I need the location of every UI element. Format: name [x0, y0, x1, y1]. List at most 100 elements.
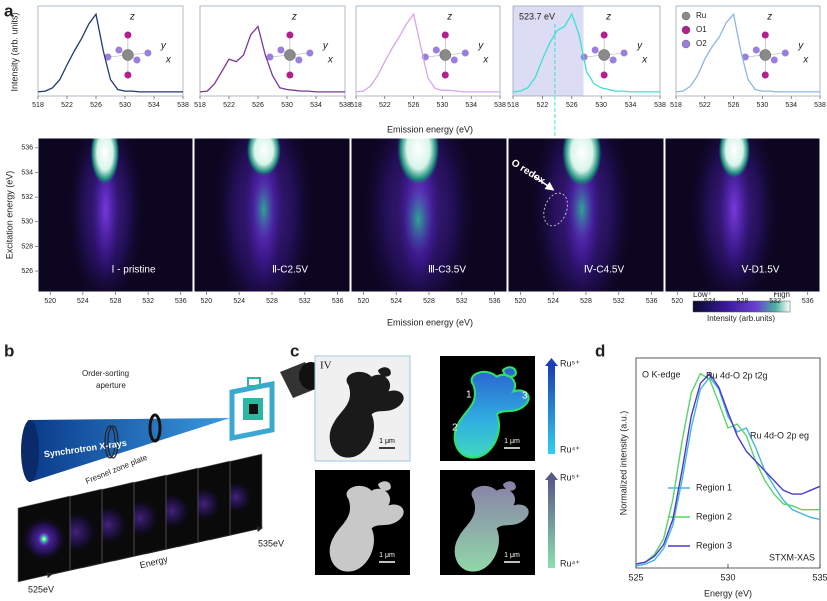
structure-icon: z yx [104, 12, 172, 79]
atom [284, 49, 296, 61]
atom [461, 49, 469, 57]
atom [277, 46, 285, 54]
y-tick-label: 532 [21, 194, 33, 201]
region-label: 1 [466, 390, 472, 401]
x-tick-label: 525 [628, 572, 643, 582]
colorbar-label: Intensity (arb.units) [707, 314, 775, 323]
x-tick-label: 522 [379, 102, 391, 109]
x-tick-label: 532 [142, 298, 154, 305]
x-tick-label: 538 [339, 102, 351, 109]
x-tick-label: 526 [90, 102, 102, 109]
panel-label: d [595, 341, 605, 360]
spectrum-line [512, 12, 660, 93]
x-tick-label: 536 [802, 298, 814, 305]
particle [454, 481, 529, 572]
axis-letter: x [165, 55, 172, 66]
method-label: STXM-XAS [769, 552, 815, 562]
atom [266, 53, 274, 61]
colorbar-bottom: Ru⁴⁺ [560, 558, 580, 568]
axis-letter: y [636, 41, 643, 52]
atom [124, 31, 132, 39]
stxm-setup [21, 362, 323, 482]
atom [598, 49, 610, 61]
x-tick-label: 536 [332, 298, 344, 305]
marker-label: 523.7 eV [519, 11, 555, 21]
axis-letter: z [766, 12, 772, 23]
atom [115, 46, 123, 54]
x-tick-label: 528 [737, 298, 749, 305]
map-spot [569, 177, 595, 242]
axis-letter: y [160, 41, 167, 52]
particle [329, 481, 404, 572]
legend-label: O1 [696, 25, 707, 34]
structure-icon: z yx [580, 12, 648, 79]
x-tick-label: 518 [670, 102, 682, 109]
atom [770, 56, 778, 64]
atom [122, 49, 134, 61]
xas-line [635, 372, 821, 565]
colorbar [692, 300, 791, 313]
structure-icon: z yx [421, 12, 489, 79]
structure-icon: z yx [266, 12, 334, 79]
axis-letter: z [446, 12, 452, 23]
x-tick-label: 538 [814, 102, 826, 109]
atom [133, 56, 141, 64]
atom [620, 49, 628, 57]
x-tick-label: 518 [350, 102, 362, 109]
x-tick-label: 528 [110, 298, 122, 305]
legend-label: Region 1 [696, 482, 732, 492]
axis-letter: y [797, 41, 804, 52]
x-tick-label: 524 [233, 298, 245, 305]
plot-frame [199, 5, 346, 97]
region-label: 3 [522, 391, 528, 402]
atom [295, 56, 303, 64]
x-tick-label: 522 [223, 102, 235, 109]
colorbar-top: Ru⁵⁺ [560, 472, 580, 482]
x-tick-label: 530 [595, 102, 607, 109]
x-tick-label: 522 [61, 102, 73, 109]
x-tick-label: 526 [252, 102, 264, 109]
x-tick-label: 520 [44, 298, 56, 305]
axis-letter: x [327, 55, 334, 66]
atom [306, 49, 314, 57]
axis-letter: y [477, 41, 484, 52]
axis-letter: z [129, 12, 135, 23]
particle [453, 366, 530, 459]
atom [591, 46, 599, 54]
x-axis-title: Emission energy (eV) [387, 317, 473, 327]
plot-frame [512, 5, 661, 97]
x-tick-label: 534 [148, 102, 160, 109]
stxm-images: 1 μm 1 μm 1 μm 1 μm IV 1 2 3 Ru⁵⁺ Ru⁴⁺ Ru⁵⁺ Ru⁴⁺ [314, 355, 580, 575]
x-tick-label: 534 [465, 102, 477, 109]
atom [609, 56, 617, 64]
atom [441, 31, 449, 39]
colorbar-arrow [545, 358, 558, 366]
x-tick-label: 532 [613, 298, 625, 305]
legend-swatch [681, 25, 691, 35]
x-tick-label: 534 [625, 102, 637, 109]
x-tick-label: 532 [769, 298, 781, 305]
panel-label: c [290, 341, 299, 360]
colorbar-low: Low [693, 290, 708, 299]
redox-region [543, 192, 568, 227]
atom [432, 46, 440, 54]
rixs-map [38, 138, 193, 292]
colorbar [548, 366, 555, 454]
x-axis-title: Energy (eV) [704, 588, 752, 598]
x-tick-label: 538 [177, 102, 189, 109]
x-tick-label: 526 [408, 102, 420, 109]
label: Order-sorting [82, 369, 129, 378]
x-tick-label: 536 [489, 298, 501, 305]
x-tick-label: 522 [537, 102, 549, 109]
label: 525eV [28, 584, 54, 594]
label: 535eV [258, 538, 284, 548]
x-tick-label: 524 [390, 298, 402, 305]
colorbar-bottom: Ru⁴⁺ [560, 444, 580, 454]
axis-letter: x [482, 55, 489, 66]
axis-letter: z [291, 12, 297, 23]
y-tick-label: 536 [21, 145, 33, 152]
structure-icon: z yx [741, 12, 809, 79]
xas-line [635, 372, 820, 565]
rixs-map [665, 138, 820, 292]
x-tick-label: 518 [507, 102, 519, 109]
